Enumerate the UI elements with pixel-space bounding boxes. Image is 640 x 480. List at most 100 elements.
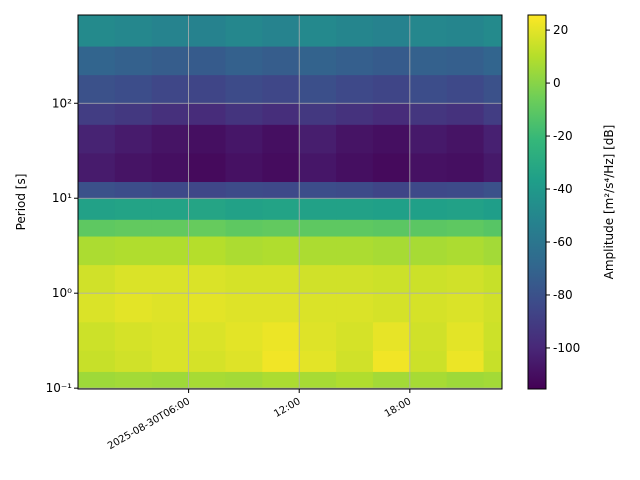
heatmap-cell <box>225 124 263 154</box>
heatmap-cell <box>446 124 485 154</box>
heatmap-cell <box>262 321 300 351</box>
heatmap-cell <box>409 152 448 183</box>
heatmap-cell <box>225 46 263 76</box>
heatmap-cell <box>483 74 503 104</box>
heatmap-cell <box>299 293 337 323</box>
heatmap-cell <box>483 15 503 47</box>
heatmap-cell <box>299 15 337 47</box>
heatmap-cell <box>483 264 503 294</box>
heatmap-cell <box>225 350 263 372</box>
heatmap-cell <box>225 152 263 183</box>
heatmap-cell <box>188 103 226 125</box>
heatmap-cell <box>483 350 503 372</box>
heatmap-cell <box>483 103 503 125</box>
heatmap-cell <box>446 264 485 294</box>
heatmap-cell <box>299 219 337 237</box>
heatmap-cell <box>114 219 153 237</box>
heatmap-cell <box>409 103 448 125</box>
colorbar-tick-label: 0 <box>553 76 561 90</box>
colorbar-tick-label: -60 <box>553 235 573 249</box>
heatmap-cell <box>446 74 485 104</box>
x-tick-label: 12:00 <box>272 396 302 420</box>
heatmap-cell <box>336 181 374 199</box>
heatmap-cell <box>372 236 411 266</box>
heatmap-cell <box>225 15 263 47</box>
heatmap-cell <box>299 74 337 104</box>
heatmap-cell <box>446 15 485 47</box>
heatmap-cell <box>262 74 300 104</box>
heatmap-cell <box>336 152 374 183</box>
heatmap-cell <box>336 293 374 323</box>
heatmap-cell <box>409 46 448 76</box>
heatmap-cell <box>225 321 263 351</box>
heatmap-cell <box>336 264 374 294</box>
heatmap-cell <box>336 219 374 237</box>
heatmap-cell <box>78 181 116 199</box>
x-tick-label: 18:00 <box>383 396 413 420</box>
heatmap-cell <box>483 152 503 183</box>
heatmap-cell <box>114 103 153 125</box>
heatmap-cell <box>78 293 116 323</box>
heatmap-cell <box>114 198 153 220</box>
heatmap-cell <box>151 103 190 125</box>
heatmap-cell <box>225 74 263 104</box>
heatmap-cell <box>372 264 411 294</box>
heatmap-cell <box>188 181 226 199</box>
y-axis-label: Period [s] <box>14 174 28 231</box>
colorbar <box>527 14 547 390</box>
y-tick-label: 10⁰ <box>52 286 72 300</box>
heatmap-cell <box>78 236 116 266</box>
heatmap-cell <box>409 181 448 199</box>
heatmap-cell <box>188 350 226 372</box>
heatmap-cell <box>299 46 337 76</box>
heatmap-cell <box>114 15 153 47</box>
heatmap-cell <box>409 321 448 351</box>
heatmap-cell <box>78 321 116 351</box>
heatmap-cell <box>336 321 374 351</box>
heatmap-cell <box>446 293 485 323</box>
heatmap-cell <box>262 124 300 154</box>
heatmap-cell <box>446 152 485 183</box>
y-tick-label: 10¹ <box>52 191 72 205</box>
heatmap-cell <box>114 152 153 183</box>
heatmap-cell <box>188 15 226 47</box>
heatmap-cell <box>262 264 300 294</box>
heatmap-cell <box>151 350 190 372</box>
heatmap-cell <box>151 236 190 266</box>
heatmap-cell <box>78 264 116 294</box>
heatmap-cell <box>372 321 411 351</box>
colorbar-tick-label: 20 <box>553 23 568 37</box>
y-tick-label: 10² <box>52 96 72 110</box>
heatmap-cell <box>188 293 226 323</box>
heatmap-cell <box>114 371 153 390</box>
heatmap-cell <box>336 371 374 390</box>
heatmap-cell <box>114 321 153 351</box>
colorbar-label: Amplitude [m²/s⁴/Hz] [dB] <box>602 125 616 280</box>
heatmap-cell <box>446 219 485 237</box>
heatmap-cell <box>188 152 226 183</box>
heatmap-cell <box>372 74 411 104</box>
colorbar-tick-label: -100 <box>553 341 580 355</box>
colorbar-tick-label: -80 <box>553 288 573 302</box>
heatmap-cell <box>336 15 374 47</box>
heatmap-cell <box>299 350 337 372</box>
heatmap-cell <box>446 103 485 125</box>
heatmap-cell <box>446 198 485 220</box>
heatmap-cell <box>188 321 226 351</box>
heatmap-cell <box>225 103 263 125</box>
heatmap-cell <box>151 181 190 199</box>
heatmap-cell <box>372 181 411 199</box>
heatmap-cell <box>151 15 190 47</box>
heatmap-cell <box>78 152 116 183</box>
heatmap-cell <box>225 219 263 237</box>
heatmap-cell <box>372 371 411 390</box>
heatmap-cell <box>114 181 153 199</box>
plot-frame <box>77 14 503 390</box>
heatmap-cell <box>446 350 485 372</box>
heatmap-cell <box>151 264 190 294</box>
heatmap-cell <box>225 198 263 220</box>
heatmap-cell <box>299 103 337 125</box>
heatmap-cell <box>336 236 374 266</box>
heatmap-cell <box>78 74 116 104</box>
heatmap-cell <box>372 198 411 220</box>
